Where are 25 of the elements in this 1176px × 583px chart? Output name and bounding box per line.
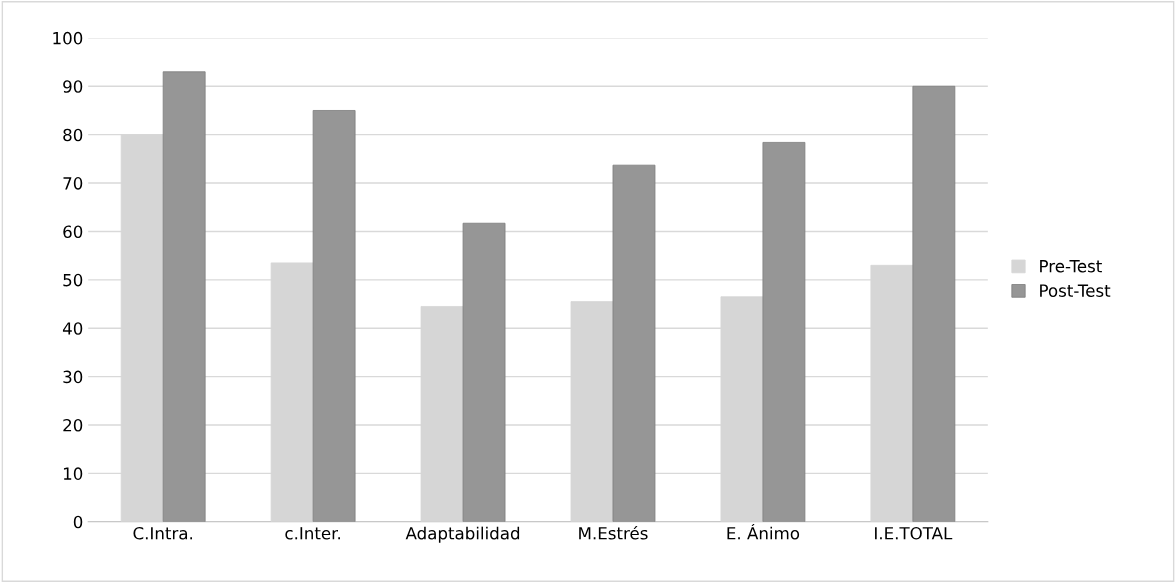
y-tick-label: 10 xyxy=(63,467,83,480)
y-tick-label: 70 xyxy=(63,177,83,190)
bar xyxy=(162,71,206,522)
legend-label: Post-Test xyxy=(1040,284,1111,297)
x-tick-label: c.Inter. xyxy=(285,527,340,540)
y-tick-label: 100 xyxy=(53,31,83,45)
y-tick-label: 30 xyxy=(63,370,83,384)
bar xyxy=(312,110,356,522)
x-tick-label: I.E.TOTAL xyxy=(875,526,953,540)
bar xyxy=(762,142,806,522)
x-tick-label: Adaptabilidad xyxy=(405,526,520,543)
y-tick-label: 0 xyxy=(73,515,83,529)
y-tick-label: 80 xyxy=(63,128,83,142)
y-tick-label: 50 xyxy=(63,273,83,287)
x-tick-label: C.Intra. xyxy=(133,526,193,540)
x-tick-label: E. Ánimo xyxy=(727,523,800,540)
y-tick-label: 60 xyxy=(63,225,83,239)
bar xyxy=(462,222,506,522)
bar xyxy=(912,85,956,522)
legend-label: Pre-Test xyxy=(1040,260,1102,273)
y-tick-label: 90 xyxy=(63,80,83,93)
y-tick-label: 40 xyxy=(62,322,83,335)
y-tick-label: 20 xyxy=(63,418,83,432)
x-tick-label: M.Estrés xyxy=(579,525,648,540)
bar xyxy=(612,164,656,522)
